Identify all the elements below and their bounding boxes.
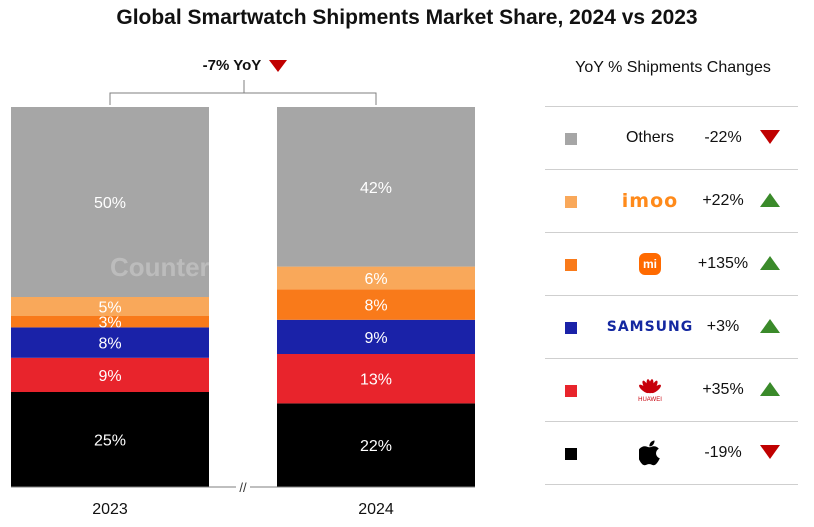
data-label-imoo-2023: 5% (98, 300, 121, 317)
change-imoo: +22% (702, 192, 744, 209)
bar-segment-others-2023 (11, 107, 209, 297)
data-label-others-2023: 50% (94, 195, 126, 212)
huawei-logo-icon: HUAWEI (600, 359, 700, 421)
legend-row-samsung: SAMSUNG +3% (545, 295, 798, 358)
bar-segment-samsung-2023 (11, 327, 209, 358)
data-label-imoo-2024: 6% (364, 271, 387, 288)
up-arrow-icon (760, 319, 780, 333)
down-arrow-icon (760, 130, 780, 144)
data-label-huawei-2024: 13% (360, 372, 392, 389)
bar-segment-huawei-2024 (277, 354, 475, 404)
down-arrow-icon (760, 445, 780, 459)
yoy-bracket (109, 80, 377, 105)
x-tick-label-2024: 2024 (358, 501, 394, 518)
legend-row-xiaomi: mi +135% (545, 232, 798, 295)
samsung-logo-icon: SAMSUNG (606, 319, 694, 335)
bar-segment-imoo-2023 (11, 297, 209, 316)
x-tick-label-2023: 2023 (92, 501, 128, 518)
data-label-apple-2023: 25% (94, 433, 126, 450)
x-axis: // 2023 2024 (11, 480, 475, 518)
chart-title: Global Smartwatch Shipments Market Share… (116, 6, 698, 29)
swatch-huawei (565, 385, 577, 397)
data-label-xiaomi-2024: 8% (364, 298, 387, 315)
legend-title: YoY % Shipments Changes (575, 59, 771, 76)
swatch-others (565, 133, 577, 145)
bracket-line (109, 92, 377, 105)
bar-segment-imoo-2024 (277, 266, 475, 290)
imoo-logo-icon: imoo (621, 190, 679, 212)
change-huawei: +35% (702, 381, 744, 398)
data-label-apple-2024: 22% (360, 438, 392, 455)
total-yoy-change: -7% YoY (180, 57, 310, 74)
up-arrow-icon (760, 256, 780, 270)
bar-segment-xiaomi-2023 (11, 316, 209, 328)
bar-segment-samsung-2024 (277, 319, 475, 354)
up-arrow-icon (760, 193, 780, 207)
bar-segment-apple-2023 (11, 392, 209, 487)
data-label-xiaomi-2023: 3% (98, 315, 121, 332)
legend-row-imoo: imoo +22% (545, 169, 798, 232)
bar-segment-others-2024 (277, 107, 475, 267)
down-arrow-icon (269, 60, 288, 73)
bar-segment-xiaomi-2024 (277, 289, 475, 320)
legend-row-huawei: HUAWEI +35% (545, 358, 798, 421)
change-xiaomi: +135% (697, 255, 749, 272)
swatch-apple (565, 448, 577, 460)
bar-segment-huawei-2023 (11, 357, 209, 392)
data-label-samsung-2023: 8% (98, 336, 121, 353)
others-label: Others (625, 129, 674, 146)
total-yoy-label: -7% YoY (202, 57, 262, 74)
stacked-bar-chart: 25% 9% 8% 3%5% 50% 22% 13% 9% 8% 6% 42% // 2023 2024 (11, 80, 475, 518)
swatch-samsung (565, 322, 577, 334)
change-apple: -19% (704, 444, 742, 461)
legend-row-others: Others -22% (545, 106, 798, 169)
data-label-huawei-2023: 9% (98, 368, 121, 385)
legend: Others -22% imoo +22% mi +135% SAMSUNG +… (545, 106, 798, 485)
data-label-samsung-2024: 9% (364, 330, 387, 347)
apple-logo-icon (600, 422, 700, 484)
data-label-others-2024: 42% (360, 180, 392, 197)
bar-segment-apple-2024 (277, 403, 475, 487)
change-others: -22% (704, 129, 742, 146)
legend-row-apple: -19% (545, 421, 798, 485)
up-arrow-icon (760, 382, 780, 396)
change-samsung: +3% (706, 318, 740, 335)
axis-break-mark: // (239, 480, 247, 495)
swatch-imoo (565, 196, 577, 208)
xiaomi-logo-icon: mi (600, 233, 700, 295)
swatch-xiaomi (565, 259, 577, 271)
